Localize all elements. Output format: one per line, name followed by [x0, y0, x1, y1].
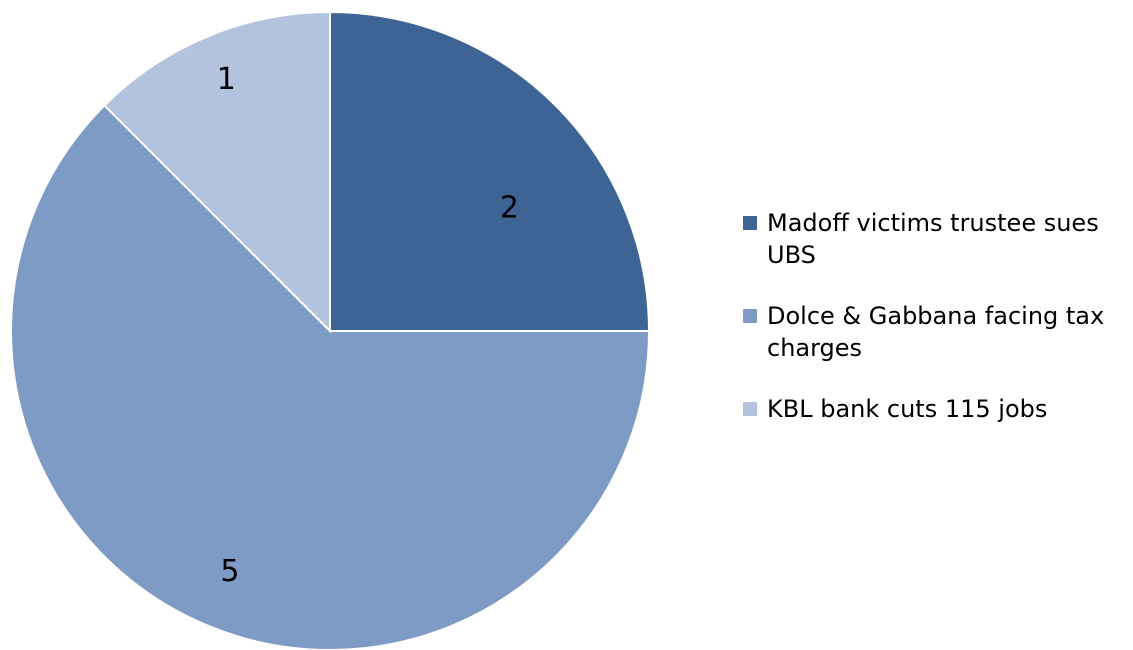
legend-label-2-line-1: Dolce & Gabbana facing tax: [767, 302, 1104, 330]
pie-data-labels: 2 5 1: [217, 62, 519, 589]
legend: Madoff victims trustee sues UBS Dolce & Ga…: [743, 209, 1104, 423]
legend-label-3-line-1: KBL bank cuts 115 jobs: [767, 395, 1047, 423]
legend-label-1-line-1: Madoff victims trustee sues: [767, 209, 1099, 237]
data-label-2: 5: [220, 554, 239, 589]
legend-label-1-line-2: UBS: [767, 241, 816, 269]
legend-swatch-2: [743, 309, 757, 323]
data-label-3: 1: [217, 62, 236, 97]
pie-slices: [10, 10, 651, 650]
pie-slice-1: [329, 10, 651, 332]
data-label-1: 2: [500, 191, 519, 226]
pie-slice-3: [103, 10, 331, 334]
legend-swatch-3: [743, 402, 757, 416]
legend-label-2-line-2: charges: [767, 334, 862, 362]
legend-swatch-1: [743, 216, 757, 230]
pie-slice-2: [10, 104, 651, 650]
